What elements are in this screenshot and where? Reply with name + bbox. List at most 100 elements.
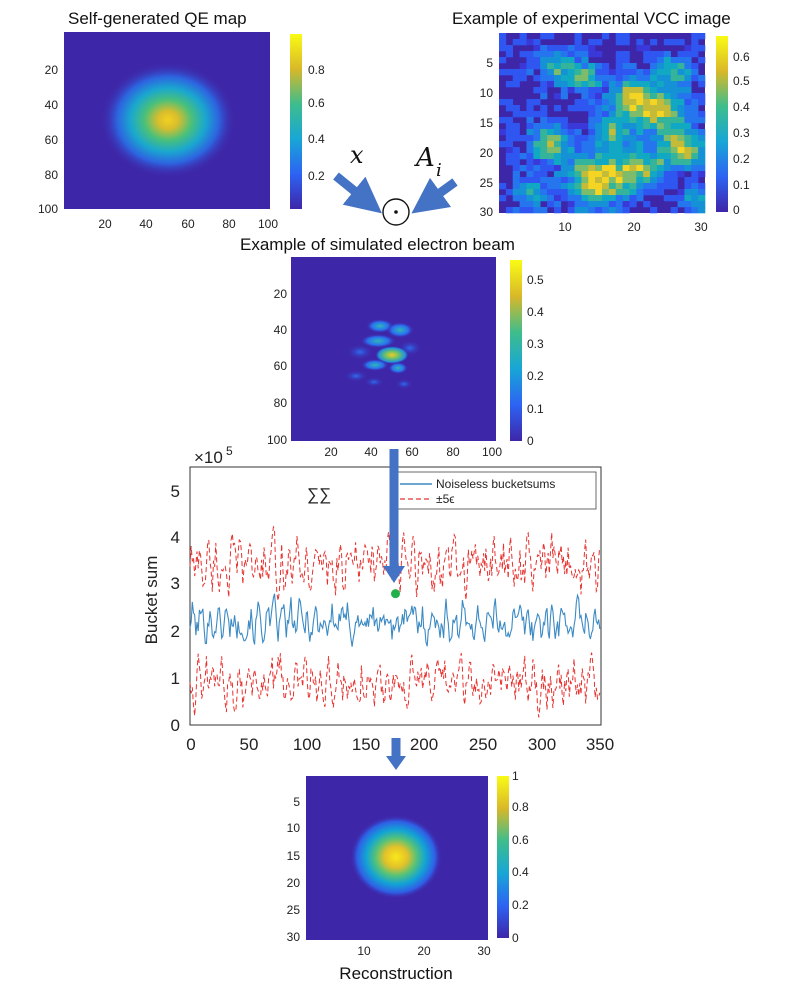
vcc-pixel (622, 117, 630, 124)
vcc-pixel (581, 147, 589, 154)
vcc-pixel (567, 201, 575, 208)
vcc-pixel (553, 81, 562, 88)
vcc-pixel (540, 177, 548, 184)
vcc-pixel (684, 165, 692, 172)
vcc-pixel (574, 183, 582, 190)
vcc-pixel (656, 81, 665, 88)
vcc-pixel (636, 117, 644, 124)
vcc-pixel (547, 117, 555, 124)
vcc-pixel (499, 99, 507, 106)
vcc-pixel (636, 195, 644, 202)
vcc-pixel (670, 153, 678, 160)
vcc-pixel (643, 141, 651, 148)
vcc-pixel (602, 87, 610, 94)
vcc-pixel (677, 57, 685, 64)
vcc-pixel (588, 111, 596, 118)
vcc-pixel (505, 207, 514, 214)
vcc-pixel (512, 81, 520, 88)
vcc-pixel (650, 189, 658, 196)
vcc-pixel (608, 189, 617, 196)
vcc-pixel (684, 45, 692, 52)
electron-beam-y-ticks: 20 40 60 80 100 (267, 287, 287, 447)
vcc-pixel (540, 123, 548, 130)
beam-to-sum-arrow-head (383, 566, 405, 583)
vcc-pixel (691, 39, 699, 46)
vcc-pixel (547, 63, 555, 70)
vcc-pixel (540, 171, 548, 178)
vcc-pixel (595, 63, 603, 70)
vcc-pixel (512, 165, 520, 172)
vcc-pixel (574, 171, 582, 178)
vcc-pixel (622, 123, 630, 130)
reconstruction-y-ticks: 5 10 15 20 25 30 (287, 795, 301, 944)
vcc-pixel (650, 99, 658, 106)
vcc-pixel (519, 183, 527, 190)
vcc-pixel (519, 69, 527, 76)
vcc-pixel (499, 129, 507, 136)
vcc-pixel (595, 69, 603, 76)
vcc-pixel (567, 69, 575, 76)
vcc-pixel (608, 159, 617, 166)
x-tick-label: 100 (293, 735, 321, 754)
vcc-pixel (560, 165, 568, 172)
electron-beam-title: Example of simulated electron beam (240, 235, 515, 254)
vcc-pixel (512, 123, 520, 130)
vcc-pixel (499, 39, 507, 46)
vcc-pixel (663, 153, 671, 160)
vcc-pixel (656, 57, 665, 64)
vcc-pixel (553, 135, 562, 142)
reconstruction-panel: 5 10 15 20 25 30 10 20 30 0 0.2 0.4 0.6 … (287, 769, 529, 983)
vcc-pixel (629, 177, 637, 184)
vcc-pixel (602, 33, 610, 40)
vcc-pixel (684, 75, 692, 82)
vcc-pixel (567, 183, 575, 190)
vcc-pixel (505, 123, 514, 130)
vcc-pixel (588, 51, 596, 58)
vcc-pixel (595, 159, 603, 166)
vcc-pixel (512, 147, 520, 154)
vcc-pixel (643, 93, 651, 100)
vcc-pixel (684, 207, 692, 214)
beam-blob (364, 377, 384, 387)
electron-beam-colorbar-ticks: 0 0.1 0.2 0.3 0.4 0.5 (527, 273, 544, 448)
vcc-pixel (684, 153, 692, 160)
vcc-pixel (595, 141, 603, 148)
vcc-pixel (656, 123, 665, 130)
vcc-pixel (629, 81, 637, 88)
vcc-pixel (595, 111, 603, 118)
vcc-pixel (533, 171, 541, 178)
beam-x-tick: 20 (324, 445, 338, 459)
vcc-pixel (560, 69, 568, 76)
vcc-pixel (595, 195, 603, 202)
vcc-pixel (567, 81, 575, 88)
vcc-pixel (547, 177, 555, 184)
vcc-pixel (581, 195, 589, 202)
vcc-pixel (526, 141, 534, 148)
vcc-pixel (588, 165, 596, 172)
vcc-pixel (636, 177, 644, 184)
vcc-pixel (560, 189, 568, 196)
vcc-pixel (499, 117, 507, 124)
vcc-pixel (512, 159, 520, 166)
vcc-pixel (622, 129, 630, 136)
vcc-pixel (608, 69, 617, 76)
vcc-pixel (636, 189, 644, 196)
vcc-pixel (629, 129, 637, 136)
vcc-pixel (608, 129, 617, 136)
vcc-pixel (698, 45, 706, 52)
vcc-pixel (588, 87, 596, 94)
beam-y-tick: 100 (267, 433, 287, 447)
vcc-pixel (629, 195, 637, 202)
vcc-pixel (615, 135, 623, 142)
vcc-pixel (574, 69, 582, 76)
qe-map-colorbar-ticks: 0.2 0.4 0.6 0.8 (308, 63, 325, 183)
vcc-pixel (656, 87, 665, 94)
vcc-pixel (526, 201, 534, 208)
vcc-pixel (608, 135, 617, 142)
vcc-pixel (560, 93, 568, 100)
vcc-pixel (608, 171, 617, 178)
vcc-x-tick: 30 (694, 220, 708, 234)
vcc-pixel (691, 75, 699, 82)
x-tick-label: 50 (240, 735, 259, 754)
vcc-pixel (526, 153, 534, 160)
